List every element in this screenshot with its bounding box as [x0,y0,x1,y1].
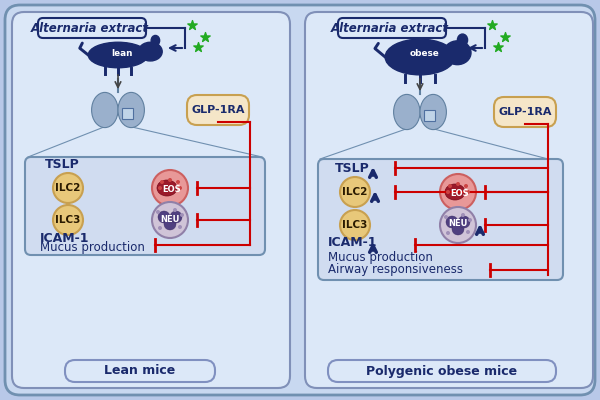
FancyBboxPatch shape [494,97,556,127]
FancyBboxPatch shape [65,360,215,382]
Ellipse shape [139,42,162,61]
Ellipse shape [151,36,160,46]
Text: lean: lean [112,49,133,58]
Ellipse shape [445,184,465,200]
Circle shape [466,230,470,234]
Text: GLP-1RA: GLP-1RA [498,107,552,117]
Text: EOS: EOS [163,184,181,194]
Circle shape [446,231,450,235]
Circle shape [160,180,164,184]
Circle shape [53,205,83,235]
Text: Polygenic obese mice: Polygenic obese mice [367,364,518,378]
Circle shape [178,225,182,229]
Circle shape [446,190,450,194]
Text: EOS: EOS [451,188,469,198]
Circle shape [446,216,458,228]
FancyBboxPatch shape [25,157,265,255]
Circle shape [53,173,83,203]
Text: GLP-1RA: GLP-1RA [191,105,245,115]
Text: Alternaria extract: Alternaria extract [31,22,149,34]
Circle shape [180,213,184,217]
FancyBboxPatch shape [318,159,563,280]
FancyBboxPatch shape [12,12,290,388]
Ellipse shape [385,39,455,75]
Circle shape [458,216,470,228]
Text: Mucus production: Mucus production [328,250,433,264]
Text: Mucus production: Mucus production [40,242,145,254]
Circle shape [164,218,176,230]
Circle shape [340,177,370,207]
Point [200,34,210,40]
Text: Lean mice: Lean mice [104,364,176,378]
Text: ILC3: ILC3 [55,215,80,225]
FancyBboxPatch shape [5,5,595,395]
Ellipse shape [457,34,467,46]
Ellipse shape [420,94,446,130]
Circle shape [466,190,470,194]
Text: obese: obese [409,49,439,58]
Circle shape [158,211,170,223]
Circle shape [340,210,370,240]
Circle shape [158,226,162,230]
Ellipse shape [157,180,177,196]
Text: TSLP: TSLP [45,158,80,172]
Circle shape [158,186,162,190]
Text: ILC2: ILC2 [55,183,80,193]
Circle shape [170,211,182,223]
FancyBboxPatch shape [187,95,249,125]
Circle shape [464,184,468,188]
Circle shape [156,210,160,214]
Text: ICAM-1: ICAM-1 [40,232,89,244]
Circle shape [448,184,452,188]
Ellipse shape [118,92,145,128]
Circle shape [168,178,172,182]
Ellipse shape [88,42,148,68]
Point [500,34,510,40]
Circle shape [173,208,177,212]
Point [187,22,197,28]
FancyBboxPatch shape [328,360,556,382]
Circle shape [461,213,465,217]
Text: TSLP: TSLP [335,162,370,174]
Text: NEU: NEU [160,214,179,224]
FancyBboxPatch shape [122,108,133,119]
Text: ILC2: ILC2 [343,187,368,197]
Circle shape [456,182,460,186]
Point [193,44,203,50]
Circle shape [452,223,464,235]
Ellipse shape [444,41,471,65]
Circle shape [444,215,448,219]
Circle shape [178,186,182,190]
Text: NEU: NEU [448,220,467,228]
Point [487,22,497,28]
Text: ICAM-1: ICAM-1 [328,236,377,250]
Text: Alternaria extract: Alternaria extract [331,22,449,34]
FancyBboxPatch shape [424,110,436,121]
Text: Airway responsiveness: Airway responsiveness [328,264,463,276]
FancyBboxPatch shape [305,12,593,388]
Ellipse shape [92,92,118,128]
Ellipse shape [394,94,420,130]
Text: ILC3: ILC3 [343,220,368,230]
Point [493,44,503,50]
Circle shape [152,202,188,238]
Circle shape [440,207,476,243]
Circle shape [176,180,180,184]
Circle shape [468,218,472,222]
Circle shape [152,170,188,206]
Circle shape [440,174,476,210]
